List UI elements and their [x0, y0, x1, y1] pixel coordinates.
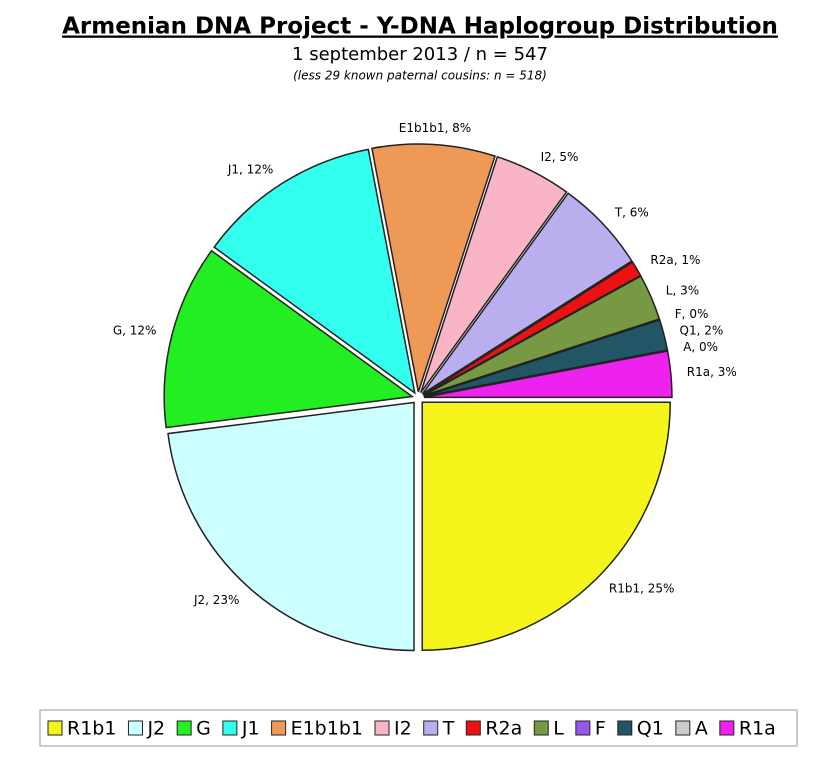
chart-title: Armenian DNA Project - Y-DNA Haplogroup …	[62, 14, 778, 40]
data-label: L, 3%	[666, 283, 699, 297]
pie-slice	[421, 401, 671, 651]
legend-swatch	[575, 720, 591, 736]
legend-box	[39, 709, 798, 747]
legend-label: R1a	[739, 718, 776, 740]
chart-subtitle: 1 september 2013 / n = 547	[292, 44, 548, 65]
legend-label: L	[553, 718, 564, 740]
legend-swatch	[374, 720, 390, 736]
data-label: A, 0%	[683, 340, 718, 354]
data-label: Q1, 2%	[680, 323, 724, 337]
data-label: J2, 23%	[193, 593, 239, 607]
legend-swatch	[47, 720, 63, 736]
legend-swatch	[271, 720, 287, 736]
pie-slice	[423, 350, 673, 399]
pie-slice	[213, 148, 416, 395]
data-label: R2a, 1%	[650, 253, 700, 267]
data-label: F, 0%	[675, 307, 709, 321]
legend-swatch	[465, 720, 481, 736]
legend-label: E1b1b1	[291, 718, 363, 740]
legend-label: J1	[241, 718, 260, 740]
legend-swatch	[675, 720, 691, 736]
legend-swatch	[222, 720, 238, 736]
legend-label: J2	[146, 718, 165, 740]
legend-swatch	[719, 720, 735, 736]
legend-swatch	[127, 720, 143, 736]
legend-label: Q1	[637, 718, 664, 740]
data-label: G, 12%	[113, 323, 157, 337]
data-label: R1b1, 25%	[609, 581, 675, 595]
pie-slice	[422, 261, 642, 396]
legend-label: T	[442, 718, 455, 740]
legend-label: I2	[394, 718, 412, 740]
data-label: I2, 5%	[541, 150, 579, 164]
legend-label: A	[695, 718, 708, 740]
pie-slice	[167, 401, 415, 652]
chart-note: (less 29 known paternal cousins: n = 518…	[293, 69, 547, 83]
data-label: T, 6%	[614, 206, 649, 220]
pie-slice	[371, 143, 496, 393]
pie-slice	[420, 155, 568, 394]
data-label: R1a, 3%	[687, 365, 737, 379]
pie-slice	[163, 249, 415, 429]
legend-label: F	[595, 718, 606, 740]
legend-swatch	[423, 720, 439, 736]
data-label: E1b1b1, 8%	[399, 121, 471, 135]
legend-label: R1b1	[67, 718, 116, 740]
legend-swatch	[176, 720, 192, 736]
legend-label: G	[196, 718, 211, 740]
legend-swatch	[533, 720, 549, 736]
legend-swatch	[617, 720, 633, 736]
pie-slice	[421, 192, 633, 395]
data-label: J1, 12%	[227, 163, 273, 177]
legend-label: R2a	[485, 718, 522, 740]
